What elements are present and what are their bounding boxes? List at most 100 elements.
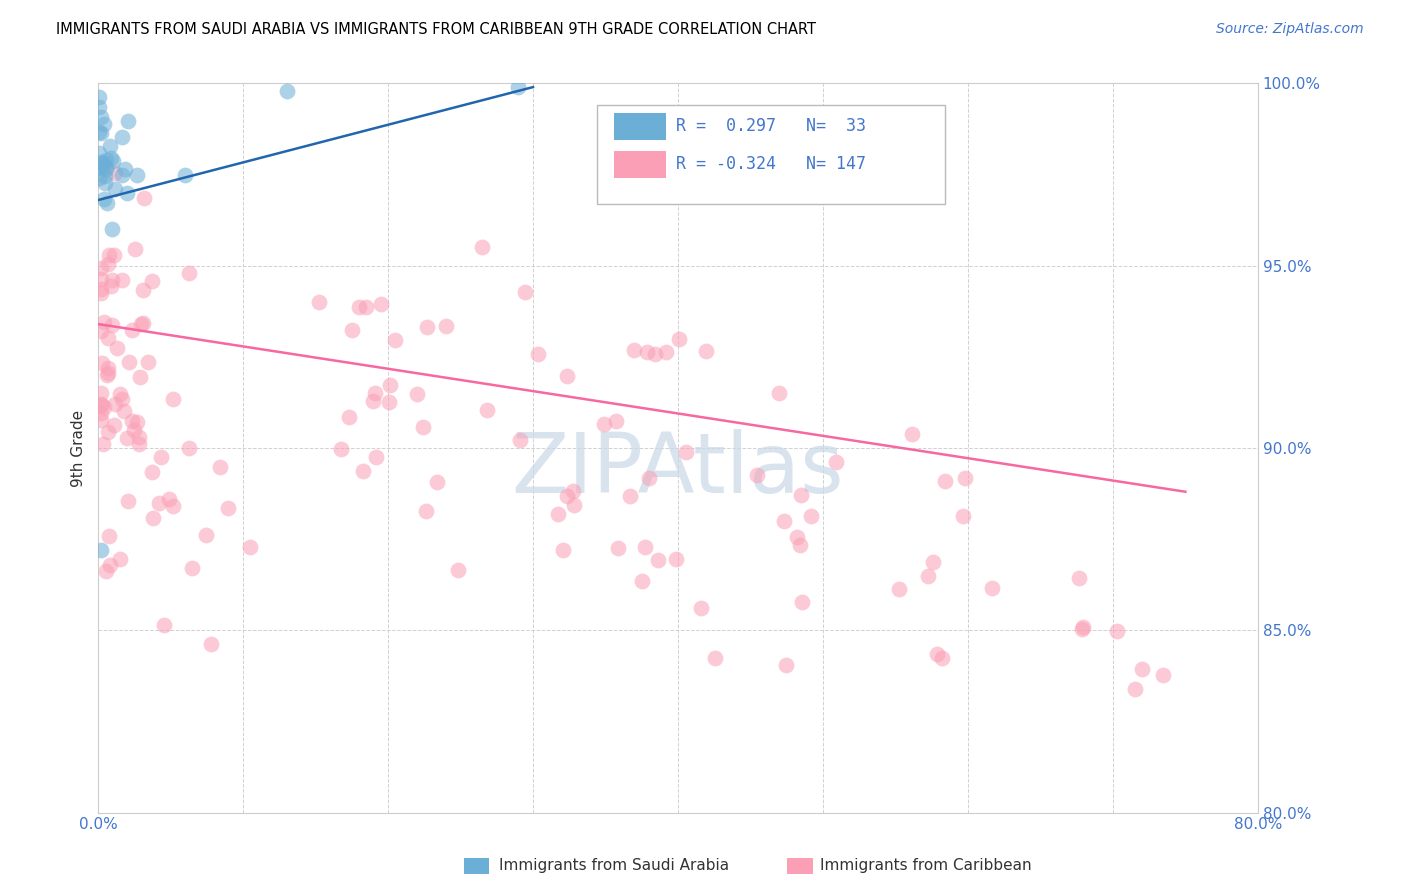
Point	[1152, 668, 1174, 682]
Point	[96, 368, 118, 382]
Point	[141, 511, 163, 525]
Point	[200, 637, 222, 651]
Point	[446, 563, 468, 577]
Point	[953, 471, 976, 485]
Point	[94, 160, 117, 174]
Point	[1071, 622, 1094, 636]
Point	[93, 117, 115, 131]
Point	[695, 344, 717, 359]
Text: R = -0.324   N= 147: R = -0.324 N= 147	[676, 155, 866, 173]
Point	[89, 146, 111, 161]
Point	[90, 543, 112, 558]
Point	[509, 434, 531, 448]
Point	[508, 80, 530, 95]
Point	[825, 455, 848, 469]
Point	[112, 403, 135, 417]
Point	[111, 392, 134, 406]
Point	[90, 406, 112, 420]
Point	[90, 413, 112, 427]
Point	[789, 538, 811, 552]
Point	[97, 247, 120, 261]
Point	[124, 242, 146, 256]
Point	[100, 278, 122, 293]
Point	[434, 318, 457, 333]
Point	[925, 647, 948, 661]
Point	[177, 441, 200, 455]
Point	[90, 325, 112, 339]
Point	[426, 475, 449, 489]
Point	[89, 170, 111, 185]
Point	[276, 84, 298, 98]
Point	[562, 498, 585, 512]
Point	[378, 378, 401, 392]
Point	[416, 319, 439, 334]
Point	[117, 493, 139, 508]
Point	[665, 551, 688, 566]
Point	[1123, 682, 1146, 697]
Point	[94, 177, 117, 191]
Point	[174, 168, 197, 182]
Point	[547, 507, 569, 521]
Point	[101, 222, 124, 236]
Point	[513, 285, 536, 299]
Point	[347, 301, 370, 315]
Point	[562, 484, 585, 499]
Point	[768, 386, 790, 401]
Point	[128, 430, 150, 444]
Point	[103, 248, 125, 262]
Point	[1130, 662, 1153, 676]
Point	[181, 561, 204, 575]
Point	[97, 529, 120, 543]
Point	[104, 397, 127, 411]
Point	[364, 386, 387, 401]
Point	[90, 385, 112, 400]
Point	[90, 397, 112, 411]
Point	[636, 345, 658, 359]
Point	[129, 369, 152, 384]
Point	[162, 499, 184, 513]
Text: Source: ZipAtlas.com: Source: ZipAtlas.com	[1216, 22, 1364, 37]
Point	[605, 414, 627, 428]
Point	[378, 395, 401, 409]
Point	[90, 261, 112, 276]
Point	[209, 460, 232, 475]
Point	[1069, 571, 1091, 585]
Point	[675, 444, 697, 458]
Point	[101, 273, 124, 287]
Point	[637, 471, 659, 485]
Point	[980, 581, 1002, 595]
Point	[647, 553, 669, 567]
Point	[471, 239, 494, 253]
Point	[330, 442, 353, 456]
Point	[93, 437, 115, 451]
Point	[89, 100, 111, 114]
Point	[100, 151, 122, 165]
Point	[800, 509, 823, 524]
Point	[340, 322, 363, 336]
Point	[148, 496, 170, 510]
Point	[90, 272, 112, 286]
Point	[364, 450, 387, 465]
Text: R =  0.297   N=  33: R = 0.297 N= 33	[676, 118, 866, 136]
Point	[114, 162, 136, 177]
Point	[634, 541, 657, 555]
Point	[97, 360, 120, 375]
Text: Immigrants from Caribbean: Immigrants from Caribbean	[820, 858, 1032, 872]
Point	[90, 127, 112, 141]
Point	[162, 392, 184, 406]
Point	[363, 394, 385, 409]
Point	[772, 515, 794, 529]
Point	[370, 297, 392, 311]
Point	[94, 564, 117, 578]
Point	[121, 322, 143, 336]
Point	[415, 504, 437, 518]
Point	[931, 650, 953, 665]
Point	[134, 191, 156, 205]
Text: IMMIGRANTS FROM SAUDI ARABIA VS IMMIGRANTS FROM CARIBBEAN 9TH GRADE CORRELATION : IMMIGRANTS FROM SAUDI ARABIA VS IMMIGRAN…	[56, 22, 817, 37]
Point	[527, 347, 550, 361]
Point	[141, 274, 163, 288]
Point	[98, 558, 121, 572]
Point	[93, 401, 115, 415]
Text: Immigrants from Saudi Arabia: Immigrants from Saudi Arabia	[499, 858, 730, 872]
Point	[129, 317, 152, 331]
